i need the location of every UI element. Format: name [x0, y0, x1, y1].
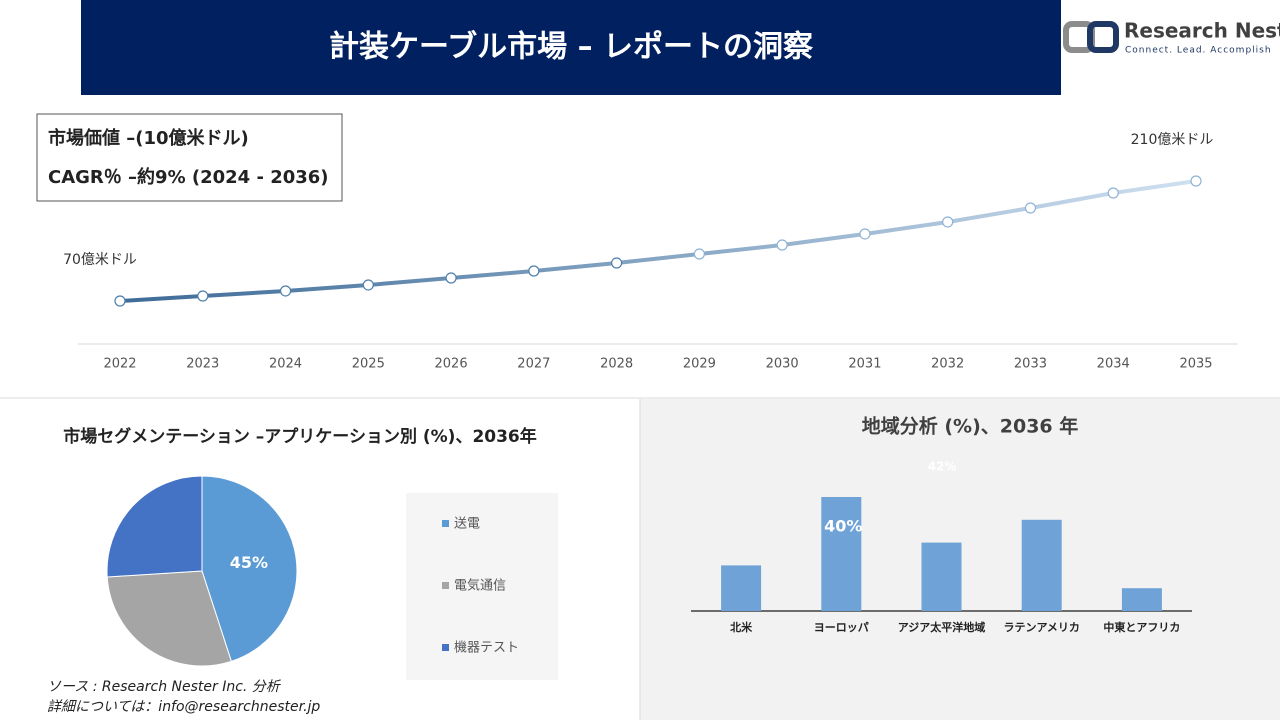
- point: [776, 239, 788, 251]
- bar: [721, 565, 762, 611]
- legend-label: 機器テスト: [454, 641, 519, 656]
- info-box: [36, 113, 343, 202]
- pie-title-box: 市場セグメンテーション –アプリケーション別 (%)、2036年: [63, 427, 537, 447]
- legend-label: 電気通信: [454, 578, 506, 594]
- x-tick-label: 中東とアフリカ: [1103, 620, 1180, 634]
- point: [942, 216, 954, 228]
- x-tick-label: 2027: [517, 357, 550, 372]
- x-tick-label: 2022: [103, 357, 136, 372]
- pie-title: 市場セグメンテーション –アプリケーション別 (%)、2036年: [63, 427, 537, 447]
- bar: [1021, 519, 1062, 611]
- line: [119, 179, 1197, 303]
- bar: [1121, 588, 1162, 611]
- pie-slice: [106, 475, 203, 578]
- annotation: 42%: [928, 460, 957, 474]
- x-tick-label: 2034: [1097, 357, 1130, 372]
- data-label: 210億米ドル: [1131, 132, 1214, 148]
- x-tick-label: 2023: [186, 357, 219, 372]
- x-tick-label: 北米: [730, 620, 753, 634]
- legend-swatch: [442, 644, 449, 651]
- point: [114, 295, 126, 307]
- x-tick-label: 2035: [1179, 357, 1212, 372]
- point: [362, 279, 374, 291]
- pie-slice: [201, 475, 298, 662]
- logo-icon: [1063, 21, 1119, 53]
- bar-title: 地域分析 (%)、2036 年: [862, 415, 1079, 438]
- footer-contact: 詳細については：info@researchnester.jp: [47, 699, 320, 715]
- info-line: 市場価値 –(10億米ドル): [48, 127, 249, 149]
- x-tick-label: 2026: [435, 357, 468, 372]
- x-tick-label: 2030: [766, 357, 799, 372]
- x-tick-label: 2024: [269, 357, 302, 372]
- point: [279, 285, 292, 297]
- x-tick-label: 2031: [848, 357, 881, 372]
- legend-swatch: [442, 520, 449, 527]
- point: [1190, 175, 1202, 187]
- legend-swatch: [442, 582, 449, 589]
- x-tick-label: 2032: [931, 357, 964, 372]
- point: [611, 257, 623, 269]
- logo-name: Research Nester: [1124, 19, 1280, 43]
- footer-source: ソース : Research Nester Inc. 分析: [47, 679, 282, 695]
- x-tick-label: 2033: [1014, 357, 1047, 372]
- data-label: 40%: [824, 517, 862, 536]
- pie-slice: [106, 570, 232, 667]
- point: [1024, 202, 1037, 214]
- header-title: 計装ケーブル市場 – レポートの洞察: [329, 30, 814, 65]
- bar: [821, 497, 862, 611]
- point: [445, 272, 457, 284]
- point: [693, 248, 705, 260]
- legend-label: 送電: [454, 517, 480, 532]
- data-label: 70億米ドル: [63, 252, 137, 268]
- x-tick-label: アジア太平洋地域: [898, 620, 986, 634]
- x-tick-label: 2029: [683, 357, 716, 372]
- info-line: CAGR％ –約9% (2024 - 2036): [48, 166, 329, 188]
- bar: [921, 542, 962, 611]
- x-tick-label: 2025: [352, 357, 385, 372]
- x-tick-label: ラテンアメリカ: [1003, 621, 1079, 634]
- logo-tagline: Connect. Lead. Accomplish: [1125, 46, 1272, 56]
- x-tick-label: ヨーロッパ: [814, 621, 869, 634]
- point: [197, 290, 209, 302]
- data-label: 45%: [230, 553, 268, 572]
- point: [859, 228, 871, 240]
- pie-legend-box: [406, 493, 558, 680]
- x-tick-label: 2028: [600, 357, 633, 372]
- point: [528, 265, 540, 277]
- point: [1107, 187, 1119, 199]
- header-bar: [81, 0, 1061, 95]
